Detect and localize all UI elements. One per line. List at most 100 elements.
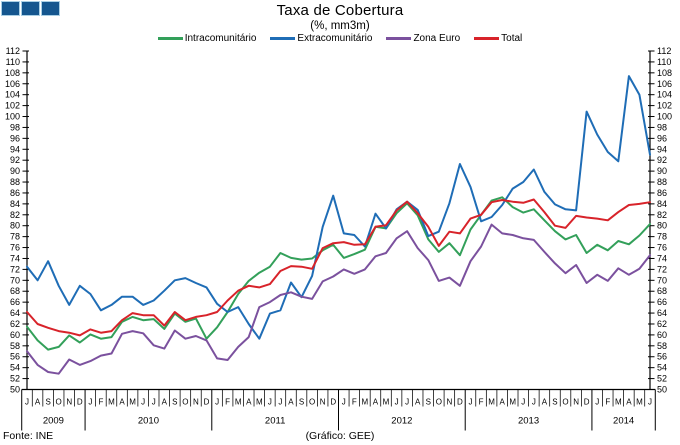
month-label: A: [373, 398, 379, 407]
month-label: F: [605, 398, 610, 407]
y-tick-label-right: 56: [657, 352, 667, 362]
logo-square: [1, 1, 20, 16]
y-tick-label-right: 88: [657, 177, 667, 187]
y-tick-label-left: 72: [10, 264, 20, 274]
y-tick-label-left: 56: [10, 352, 20, 362]
month-label: A: [626, 398, 632, 407]
month-label: J: [342, 398, 346, 407]
month-label: F: [352, 398, 357, 407]
month-label: A: [288, 398, 294, 407]
month-label: N: [66, 398, 72, 407]
y-tick-label-left: 98: [10, 122, 20, 132]
month-label: J: [141, 398, 145, 407]
month-label: J: [521, 398, 525, 407]
axes: [21, 51, 656, 391]
y-tick-label-left: 86: [10, 188, 20, 198]
y-tick-label-right: 90: [657, 166, 667, 176]
month-label: J: [595, 398, 599, 407]
y-tick-label-right: 98: [657, 122, 667, 132]
y-tick-label-right: 54: [657, 363, 667, 373]
y-tick-label-right: 110: [657, 57, 671, 67]
month-label: M: [488, 398, 495, 407]
legend-label: Total: [501, 33, 523, 44]
y-tick-label-left: 104: [5, 90, 20, 100]
y-tick-label-right: 84: [657, 199, 667, 209]
month-label: F: [98, 398, 103, 407]
y-tick-label-left: 88: [10, 177, 20, 187]
credit-note: (Gráfico: GEE): [305, 430, 375, 442]
y-tick-label-right: 70: [657, 275, 667, 285]
month-label: A: [415, 398, 421, 407]
legend-swatch-icon: [157, 37, 183, 40]
month-label: J: [648, 398, 652, 407]
series-line-extracomunitário: [26, 75, 651, 340]
y-tick-label-right: 92: [657, 155, 667, 165]
y-tick-label-right: 86: [657, 188, 667, 198]
y-tick-label-right: 94: [657, 144, 667, 154]
series-line-intracomunitário: [26, 196, 651, 351]
legend-swatch-icon: [474, 37, 500, 40]
month-label: D: [204, 398, 210, 407]
y-tick-label-left: 112: [6, 46, 20, 56]
y-tick-label-right: 52: [657, 374, 667, 384]
y-tick-label-left: 76: [10, 243, 20, 253]
year-label: 2011: [265, 416, 285, 427]
y-tick-label-left: 100: [5, 112, 20, 122]
y-tick-label-right: 58: [657, 341, 667, 351]
y-tick-label-right: 66: [657, 297, 667, 307]
month-label: N: [320, 398, 326, 407]
legend-label: Extracomunitário: [297, 33, 373, 44]
month-label: M: [383, 398, 390, 407]
month-label: J: [215, 398, 219, 407]
y-tick-label-right: 96: [657, 133, 667, 143]
month-label: A: [119, 398, 125, 407]
y-tick-label-right: 74: [657, 253, 667, 263]
y-tick-label-left: 90: [10, 166, 20, 176]
y-tick-label-left: 74: [10, 253, 20, 263]
y-tick-label-right: 72: [657, 264, 667, 274]
year-label: 2010: [138, 416, 159, 427]
y-tick-label-right: 62: [657, 319, 667, 329]
y-tick-label-left: 70: [10, 275, 20, 285]
legend-item-extracomunitario: Extracomunitário: [270, 33, 372, 44]
month-label: J: [268, 398, 272, 407]
month-label: F: [225, 398, 230, 407]
logo: [1, 1, 61, 16]
month-label: M: [509, 398, 516, 407]
y-tick-label-left: 110: [6, 57, 20, 67]
chart-title: Taxa de Cobertura: [276, 2, 404, 19]
month-label: D: [584, 398, 590, 407]
y-tick-label-left: 54: [10, 363, 20, 373]
y-tick-label-left: 68: [10, 286, 20, 296]
month-label: J: [88, 398, 92, 407]
month-label: J: [25, 398, 29, 407]
logo-square: [21, 1, 40, 16]
y-tick-label-left: 80: [10, 221, 20, 231]
month-label: A: [499, 398, 505, 407]
y-tick-label-right: 76: [657, 243, 667, 253]
year-label: 2013: [518, 416, 539, 427]
y-tick-label-left: 96: [10, 133, 20, 143]
y-tick-label-right: 102: [657, 101, 672, 111]
month-label: S: [426, 398, 431, 407]
month-label: S: [45, 398, 50, 407]
month-label: S: [552, 398, 557, 407]
y-tick-label-right: 80: [657, 221, 667, 231]
y-tick-label-right: 104: [657, 90, 672, 100]
legend-item-zona-euro: Zona Euro: [386, 33, 460, 44]
series-line-total: [26, 198, 651, 337]
month-label: O: [56, 398, 62, 407]
month-label: J: [468, 398, 472, 407]
month-label: M: [615, 398, 622, 407]
chart-subtitle: (%, mm3m): [310, 20, 370, 32]
y-tick-label-left: 82: [10, 210, 20, 220]
source-note: Fonte: INE: [3, 430, 54, 442]
month-label: S: [299, 398, 304, 407]
month-label: M: [108, 398, 115, 407]
month-label: M: [362, 398, 369, 407]
y-tick-label-left: 60: [10, 330, 20, 340]
